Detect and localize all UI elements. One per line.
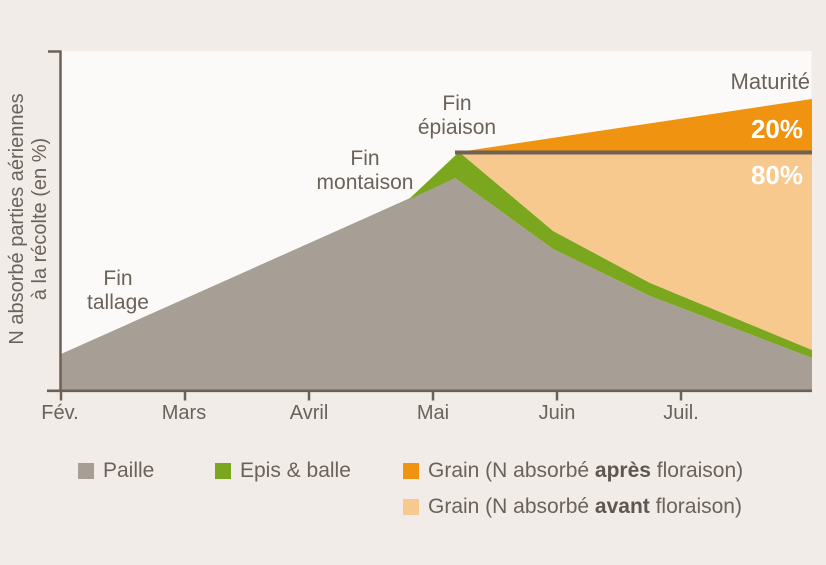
label-20-percent: 20%	[750, 114, 803, 144]
month-label-fev: Fév.	[41, 402, 79, 424]
legend-swatch-paille	[78, 462, 94, 479]
month-label-mars: Mars	[161, 402, 207, 424]
legend-item-paille: Paille	[78, 459, 154, 482]
y-axis-label-line2: à la récolte (en %)	[29, 137, 51, 301]
annotation-maturite: Maturité	[730, 69, 810, 94]
month-label-juin: Juin	[538, 402, 576, 424]
legend-label-grain-apres: Grain (N absorbé après floraison)	[428, 458, 744, 482]
paille-area	[61, 178, 812, 391]
legend-item-grain-avant: Grain (N absorbé avant floraison)	[403, 495, 742, 518]
month-label-mai: Mai	[416, 402, 450, 424]
legend-swatch-epis-balle	[215, 462, 231, 479]
legend-label-grain-avant: Grain (N absorbé avant floraison)	[428, 494, 742, 518]
annotation-fin-tallage: Fin tallage	[87, 267, 149, 314]
epis-balle-area	[408, 152, 812, 358]
y-axis-label: N absorbé parties aériennes à la récolte…	[6, 59, 54, 379]
annotation-fin-epiaison: Fin épiaison	[417, 92, 497, 139]
month-label-avril: Avril	[289, 402, 329, 424]
grain-avant-area	[459, 152, 812, 350]
legend-label-epis-balle: Epis & balle	[240, 458, 351, 482]
legend-item-epis-balle: Epis & balle	[215, 459, 351, 482]
label-80-percent: 80%	[750, 160, 803, 190]
grain-apres-area	[459, 99, 812, 152]
legend-item-grain-apres: Grain (N absorbé après floraison)	[403, 459, 743, 482]
legend-label-paille: Paille	[103, 458, 155, 482]
legend-swatch-grain-avant	[403, 498, 419, 515]
annotation-fin-montaison: Fin montaison	[316, 147, 414, 194]
legend-swatch-grain-apres	[403, 462, 419, 479]
y-axis-label-line1: N absorbé parties aériennes	[6, 93, 28, 345]
month-label-juil: Juil.	[663, 402, 699, 424]
